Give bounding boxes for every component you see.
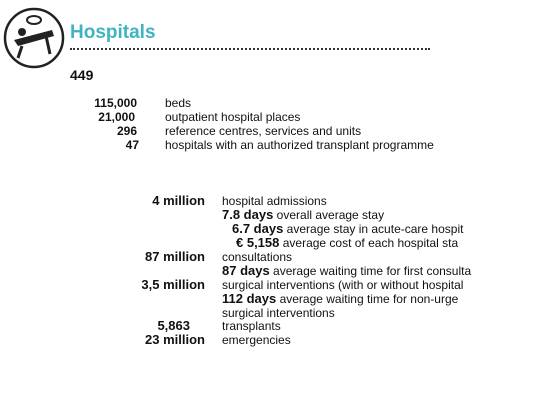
activity-label: hospital admissions — [222, 194, 327, 208]
activity-label: average cost of each hospital sta — [282, 236, 459, 250]
activity-value: 3,5 million — [141, 277, 205, 292]
facility-label: hospitals with an authorized transplant … — [165, 138, 434, 152]
activity-row: 6.7 days average stay in acute-care hosp… — [232, 221, 464, 237]
activity-row: € 5,158 average cost of each hospital st… — [236, 235, 459, 251]
facility-label: outpatient hospital places — [165, 110, 301, 124]
facility-value: 115,000 — [94, 96, 137, 110]
total: 449 — [70, 67, 94, 83]
facility-value: 21,000 — [98, 110, 135, 124]
activity-value: 4 million — [152, 193, 205, 208]
facility-label: reference centres, services and units — [165, 124, 362, 138]
activity-value: 112 days — [222, 291, 277, 306]
activity-value: € 5,158 — [236, 235, 280, 250]
activity-label: surgical interventions — [222, 306, 335, 320]
activity-value: 87 days — [222, 263, 270, 278]
activity-label: average waiting time for non-urge — [279, 292, 459, 306]
activity-label: average stay in acute-care hospit — [286, 222, 464, 236]
activity-label: average waiting time for first consulta — [273, 264, 472, 278]
activity-row: 112 days average waiting time for non-ur… — [222, 291, 459, 307]
activity-label: emergencies — [222, 333, 291, 347]
activity-value: 87 million — [145, 249, 205, 264]
activity-value: 5,863 — [157, 318, 190, 333]
facility-value: 47 — [125, 138, 139, 152]
activity-value: 7.8 days — [222, 207, 274, 222]
activity-label: surgical interventions (with or without … — [222, 278, 464, 292]
title: Hospitals — [70, 22, 156, 43]
hospital-icon — [3, 7, 65, 69]
activity-row: 7.8 days overall average stay — [222, 207, 385, 223]
activity-label: consultations — [222, 250, 293, 264]
activity-label: overall average stay — [276, 208, 385, 222]
facility-value: 296 — [116, 124, 137, 138]
activity-value: 23 million — [145, 332, 205, 347]
facility-label: beds — [165, 96, 192, 110]
dotted-rule — [70, 48, 430, 53]
activity-row: 87 days average waiting time for first c… — [222, 263, 472, 279]
activity-label: transplants — [222, 319, 281, 333]
activity-value: 6.7 days — [232, 221, 284, 236]
